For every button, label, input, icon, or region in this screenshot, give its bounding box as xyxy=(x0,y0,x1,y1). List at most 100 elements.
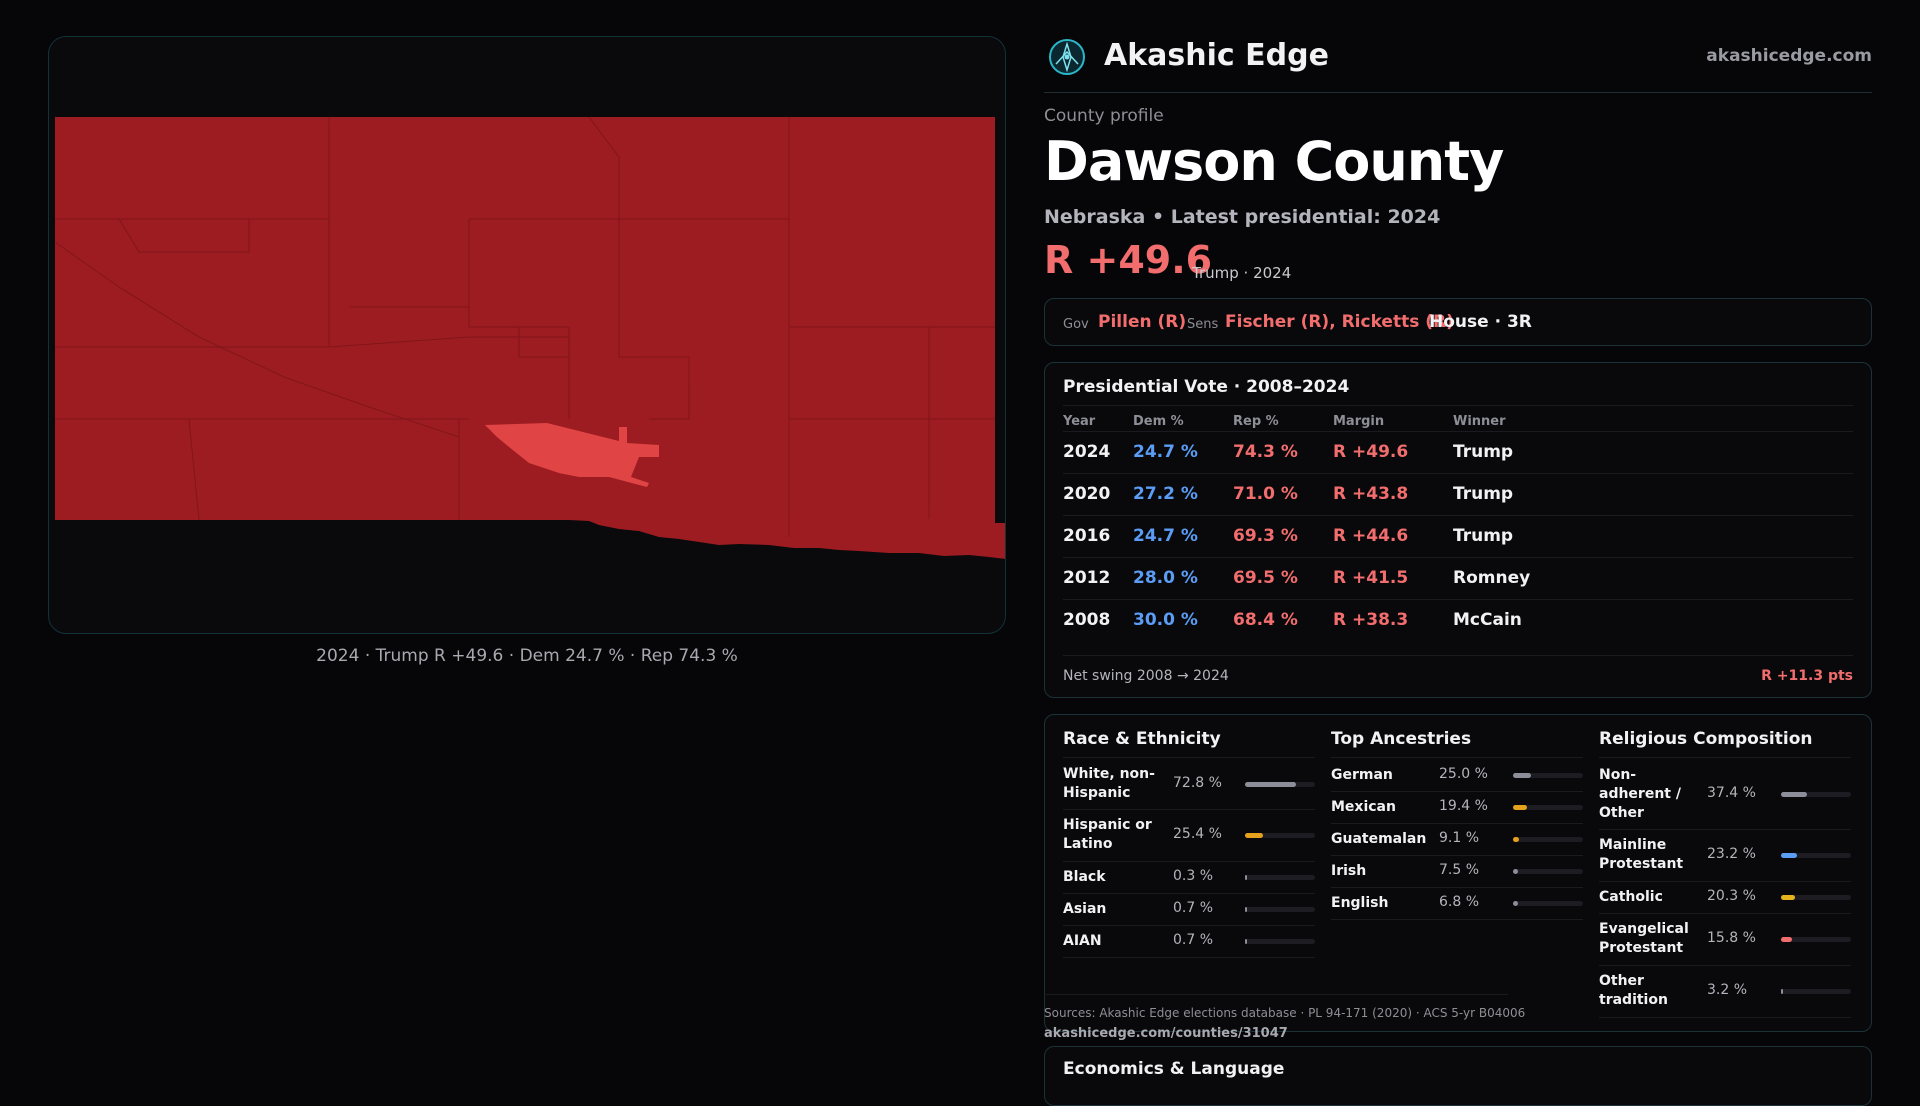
religion-bar-track xyxy=(1781,792,1851,797)
race-label: White, non-Hispanic xyxy=(1063,766,1155,801)
row-year: 2016 xyxy=(1063,526,1111,546)
row-winner: Trump xyxy=(1453,526,1514,546)
presidential-row: 2016 24.7 % 69.3 % R +44.6 Trump xyxy=(1063,515,1853,558)
race-bar-fill xyxy=(1245,833,1263,838)
presidential-row: 2024 24.7 % 74.3 % R +49.6 Trump xyxy=(1063,431,1853,474)
religion-value: 37.4 % xyxy=(1707,785,1756,801)
religion-value: 3.2 % xyxy=(1707,982,1748,998)
religion-label: Catholic xyxy=(1599,888,1663,905)
row-dem-pct: 30.0 % xyxy=(1133,610,1198,630)
ancestry-row: German 25.0 % xyxy=(1331,759,1583,792)
brand-name[interactable]: Akashic Edge xyxy=(1104,38,1329,73)
ancestry-bar-fill xyxy=(1513,773,1531,778)
sens-value: Fischer (R), Ricketts (R) xyxy=(1225,312,1454,332)
sens-label: Sens xyxy=(1187,317,1219,332)
ancestry-bar-track xyxy=(1513,837,1583,842)
religion-bar-fill xyxy=(1781,989,1784,994)
row-dem-pct: 24.7 % xyxy=(1133,442,1198,462)
col-winner: Winner xyxy=(1453,414,1506,429)
ancestry-bar-fill xyxy=(1513,837,1520,842)
race-value: 0.3 % xyxy=(1173,868,1214,884)
gov-value: Pillen (R) xyxy=(1098,312,1187,332)
page-subtitle: Nebraska • Latest presidential: 2024 xyxy=(1044,206,1441,228)
religion-label: Evangelical Protestant xyxy=(1599,921,1689,956)
race-bar-fill xyxy=(1245,939,1247,944)
row-rep-pct: 71.0 % xyxy=(1233,484,1298,504)
religion-bar-fill xyxy=(1781,792,1808,797)
presidential-row: 2008 30.0 % 68.4 % R +38.3 McCain xyxy=(1063,599,1853,642)
religion-bar-track xyxy=(1781,937,1851,942)
race-label: Black xyxy=(1063,868,1106,885)
row-rep-pct: 74.3 % xyxy=(1233,442,1298,462)
economics-card: Economics & Language xyxy=(1044,1046,1872,1106)
compass-rose-icon[interactable] xyxy=(1048,38,1086,76)
county-shape[interactable] xyxy=(55,117,1006,559)
presidential-vote-card: Presidential Vote · 2008–2024 Year Dem %… xyxy=(1044,362,1872,698)
county-map[interactable] xyxy=(48,36,1006,634)
ancestry-bar-track xyxy=(1513,773,1583,778)
religion-label: Mainline Protestant xyxy=(1599,837,1684,872)
row-dem-pct: 28.0 % xyxy=(1133,568,1198,588)
house-value: House · 3R xyxy=(1429,312,1532,332)
headline-margin: R +49.6 xyxy=(1044,238,1213,282)
row-margin: R +41.5 xyxy=(1333,568,1409,588)
religion-row: Non-adherent / Other 37.4 % xyxy=(1599,759,1851,830)
city-lexington-shape[interactable] xyxy=(485,423,659,487)
religion-value: 15.8 % xyxy=(1707,930,1756,946)
col-margin: Margin xyxy=(1333,414,1385,429)
header: Akashic Edge akashicedge.com xyxy=(1044,32,1872,93)
religion-bar-track xyxy=(1781,989,1851,994)
race-label: Asian xyxy=(1063,900,1107,917)
race-bar-fill xyxy=(1245,907,1247,912)
gov-label: Gov xyxy=(1063,317,1089,332)
row-dem-pct: 27.2 % xyxy=(1133,484,1198,504)
race-row: White, non-Hispanic 72.8 % xyxy=(1063,759,1315,810)
row-year: 2020 xyxy=(1063,484,1111,504)
precinct-lines xyxy=(54,116,995,537)
race-bar-fill xyxy=(1245,875,1247,880)
row-dem-pct: 24.7 % xyxy=(1133,526,1198,546)
religion-bar-fill xyxy=(1781,895,1796,900)
col-rep: Rep % xyxy=(1233,414,1279,429)
row-rep-pct: 69.3 % xyxy=(1233,526,1298,546)
ancestry-value: 25.0 % xyxy=(1439,766,1488,782)
religion-label: Other tradition xyxy=(1599,973,1668,1008)
row-year: 2024 xyxy=(1063,442,1111,462)
ancestry-bar-fill xyxy=(1513,805,1527,810)
economics-title: Economics & Language xyxy=(1063,1059,1285,1079)
demographics-card: Race & Ethnicity White, non-Hispanic 72.8… xyxy=(1044,714,1872,1032)
row-winner: McCain xyxy=(1453,610,1522,630)
row-year: 2012 xyxy=(1063,568,1111,588)
presidential-row: 2012 28.0 % 69.5 % R +41.5 Romney xyxy=(1063,557,1853,600)
ancestry-bar-track xyxy=(1513,805,1583,810)
religion-bar-track xyxy=(1781,853,1851,858)
ancestry-label: English xyxy=(1331,894,1389,911)
county-map-svg xyxy=(54,116,1006,559)
ancestry-row: Irish 7.5 % xyxy=(1331,855,1583,888)
religion-title: Religious Composition xyxy=(1599,729,1813,749)
row-rep-pct: 68.4 % xyxy=(1233,610,1298,630)
sources-text: Sources: Akashic Edge elections database… xyxy=(1044,1006,1526,1020)
ancestry-label: Mexican xyxy=(1331,798,1396,815)
religion-row: Evangelical Protestant 15.8 % xyxy=(1599,913,1851,966)
race-row: AIAN 0.7 % xyxy=(1063,925,1315,958)
race-label: AIAN xyxy=(1063,932,1102,949)
race-bar-track xyxy=(1245,875,1315,880)
race-value: 72.8 % xyxy=(1173,775,1222,791)
site-link[interactable]: akashicedge.com xyxy=(1706,46,1872,66)
row-rep-pct: 69.5 % xyxy=(1233,568,1298,588)
race-bar-fill xyxy=(1245,782,1296,787)
net-swing-value: R +11.3 pts xyxy=(1761,668,1853,684)
religion-row: Catholic 20.3 % xyxy=(1599,881,1851,914)
ancestry-bar-fill xyxy=(1513,901,1518,906)
row-year: 2008 xyxy=(1063,610,1111,630)
net-swing-row: Net swing 2008 → 2024 R +11.3 pts xyxy=(1063,655,1853,686)
row-margin: R +43.8 xyxy=(1333,484,1409,504)
race-row: Asian 0.7 % xyxy=(1063,893,1315,926)
page-title: Dawson County xyxy=(1044,130,1504,193)
religion-bar-fill xyxy=(1781,853,1798,858)
sources-link[interactable]: akashicedge.com/counties/31047 xyxy=(1044,1026,1288,1041)
eyebrow-label: County profile xyxy=(1044,106,1164,126)
ancestry-value: 7.5 % xyxy=(1439,862,1480,878)
religion-bar-fill xyxy=(1781,937,1793,942)
